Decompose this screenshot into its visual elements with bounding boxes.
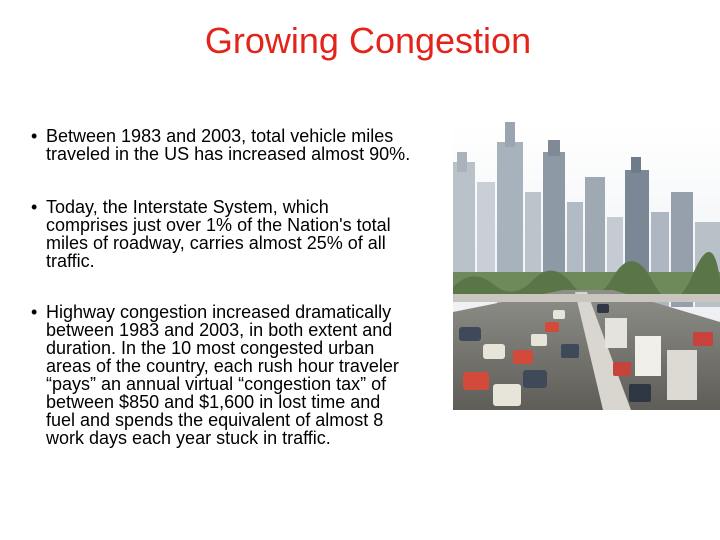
bullet-text: Highway congestion increased dramaticall…: [46, 302, 399, 448]
slide-title: Growing Congestion: [204, 20, 532, 61]
bullet-item: • Today, the Interstate System, which co…: [31, 198, 446, 270]
bullet-marker: •: [31, 126, 38, 146]
city-traffic-photo: [453, 122, 720, 410]
bullet-marker: •: [31, 302, 38, 322]
bullet-item: • Between 1983 and 2003, total vehicle m…: [31, 127, 446, 163]
bullet-text: Today, the Interstate System, which comp…: [46, 197, 391, 271]
bullet-item: • Highway congestion increased dramatica…: [31, 303, 446, 447]
bullet-marker: •: [31, 197, 38, 217]
bullet-text: Between 1983 and 2003, total vehicle mil…: [46, 126, 411, 164]
